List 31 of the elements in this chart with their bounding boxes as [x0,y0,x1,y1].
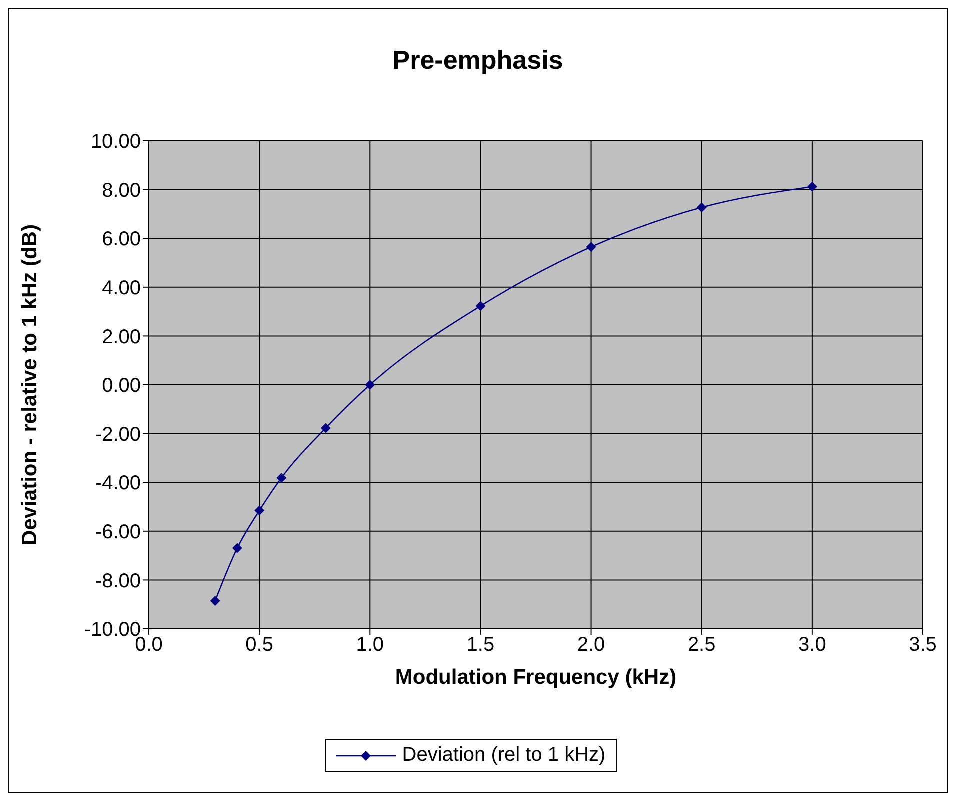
x-tick-label: 3.5 [909,634,937,656]
x-tick-label: 0.5 [246,634,274,656]
legend-label: Deviation (rel to 1 kHz) [402,744,606,767]
point [232,543,242,554]
y-axis-title: Deviation - relative to 1 kHz (dB) [18,224,42,546]
point [254,506,265,516]
y-tick-label: 0.00 [102,375,141,398]
y-tick-label: 4.00 [102,278,141,300]
chart-title: Pre-emphasis [392,45,564,76]
point [365,380,376,390]
y-tick-label: -2.00 [95,424,141,446]
x-tick-label: 2.5 [688,634,716,656]
y-tick-label: -4.00 [95,472,141,495]
x-axis-title: Modulation Frequency (kHz) [395,666,677,689]
point [807,182,818,192]
point [210,596,220,606]
y-tick-label: -6.00 [95,522,141,544]
point [696,202,707,213]
x-tick-label: 2.0 [577,634,606,656]
x-tick-label: 1.0 [356,634,384,656]
y-tick-label: 6.00 [102,228,141,251]
y-tick-label: 2.00 [102,326,141,348]
point [586,242,596,252]
y-tick-label: 8.00 [102,180,141,202]
point [276,472,287,483]
point [320,423,331,434]
x-tick-label: 1.5 [466,634,495,656]
point [476,301,486,312]
x-tick-label: 3.0 [798,634,826,656]
y-tick-label: 10.00 [90,131,141,154]
y-tick-label: -8.00 [95,570,141,592]
